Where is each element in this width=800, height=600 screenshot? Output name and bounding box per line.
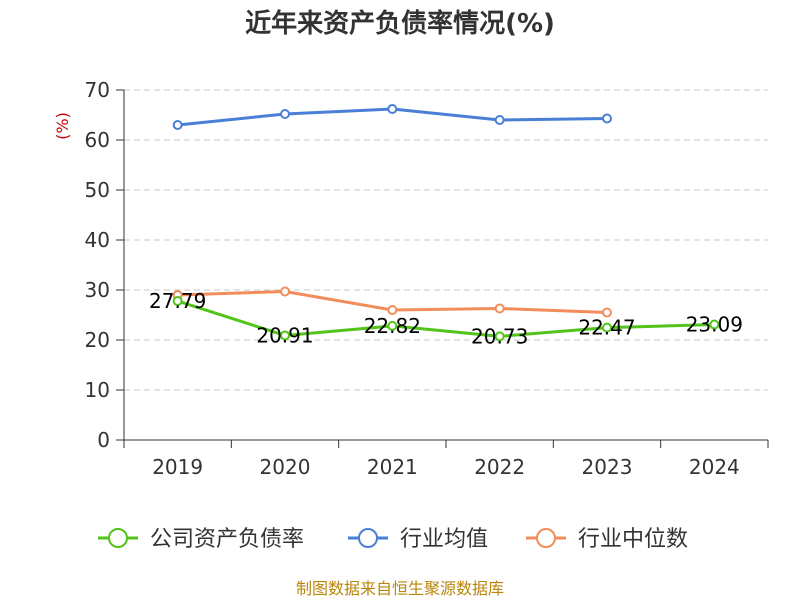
legend: 公司资产负债率 行业均值 行业中位数 — [98, 527, 688, 552]
x-tick-label: 2019 — [152, 455, 203, 479]
data-label: 23.09 — [686, 313, 743, 337]
y-tick-label: 20 — [85, 328, 110, 352]
data-point — [602, 307, 612, 318]
data-point — [602, 322, 612, 333]
series-1 — [172, 104, 612, 130]
data-label: 20.73 — [471, 324, 528, 348]
data-point — [494, 303, 505, 314]
legend-item: 行业均值 — [348, 527, 488, 552]
legend-label: 行业均值 — [400, 527, 488, 552]
legend-swatch-marker — [358, 528, 378, 548]
data-point — [172, 296, 183, 307]
y-tick-label: 50 — [85, 178, 110, 202]
data-point — [387, 305, 398, 315]
data-label: 20.91 — [256, 323, 313, 347]
legend-swatch-marker — [536, 528, 556, 548]
data-point — [280, 286, 290, 297]
data-point — [709, 319, 720, 330]
x-tick-label: 2020 — [260, 455, 311, 479]
data-label: 22.82 — [364, 314, 421, 338]
legend-item: 公司资产负债率 — [98, 527, 304, 552]
series-2 — [172, 286, 612, 318]
grid-lines — [124, 89, 768, 391]
series-0 — [172, 296, 720, 342]
y-tick-label: 60 — [85, 128, 110, 152]
series-layer — [172, 104, 720, 342]
data-point — [387, 320, 398, 331]
y-tick-label: 0 — [97, 428, 110, 452]
x-tick-label: 2023 — [582, 455, 633, 479]
data-source-note: 制图数据来自恒生聚源数据库 — [296, 579, 504, 598]
data-point — [387, 104, 398, 114]
data-point — [280, 109, 290, 119]
data-point — [494, 115, 505, 125]
data-point — [602, 113, 612, 124]
data-point — [280, 330, 290, 341]
y-tick-label: 40 — [85, 228, 110, 252]
legend-swatch-marker — [108, 528, 128, 548]
chart-title: 近年来资产负债率情况(%) — [245, 8, 555, 39]
data-labels: 27.79 20.91 22.82 20.73 22.47 23.09 — [149, 289, 743, 348]
legend-label: 公司资产负债率 — [150, 527, 304, 552]
x-tick-label: 2022 — [474, 455, 525, 479]
x-tick-label: 2021 — [367, 455, 418, 479]
y-tick-label: 10 — [85, 378, 110, 402]
data-label: 27.79 — [149, 289, 206, 313]
y-axis-unit-label: (%) — [53, 112, 72, 140]
data-point — [494, 331, 505, 342]
legend-label: 行业中位数 — [578, 527, 688, 552]
legend-item: 行业中位数 — [526, 527, 688, 552]
axes: 0 10 20 30 40 50 60 70 2019 2020 2021 2022 2023 2024 — [85, 78, 769, 479]
x-tick-label: 2024 — [689, 455, 740, 479]
data-point — [172, 120, 183, 130]
y-tick-label: 70 — [85, 78, 110, 102]
y-tick-label: 30 — [85, 278, 110, 302]
data-label: 22.47 — [578, 316, 635, 340]
series-line — [177, 299, 715, 338]
